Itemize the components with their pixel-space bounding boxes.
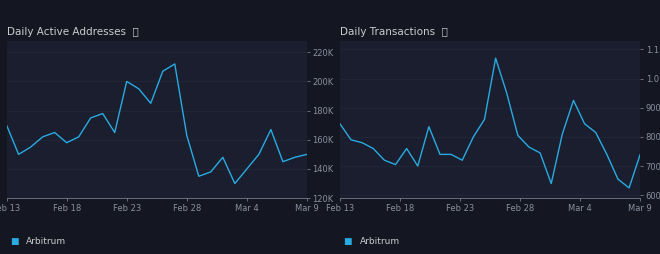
Text: Daily Transactions  ⓘ: Daily Transactions ⓘ [340, 27, 447, 37]
Text: ■: ■ [10, 237, 18, 246]
Text: ■: ■ [343, 237, 352, 246]
Text: Arbitrum: Arbitrum [26, 237, 67, 246]
Text: Arbitrum: Arbitrum [360, 237, 400, 246]
Text: Daily Active Addresses  ⓘ: Daily Active Addresses ⓘ [7, 27, 139, 37]
